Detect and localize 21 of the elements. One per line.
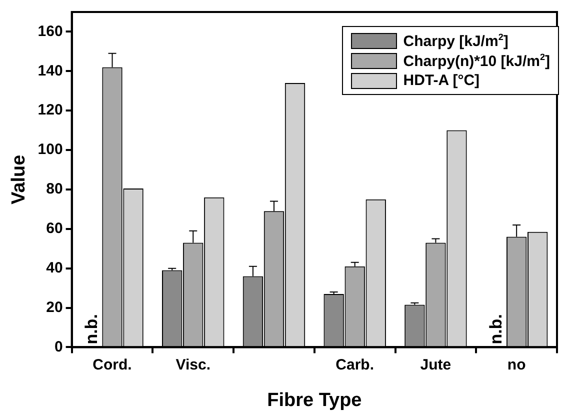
y-tick-label: 60 — [46, 220, 63, 238]
y-tick-label: 20 — [46, 298, 63, 316]
x-tick-label: Jute — [420, 356, 452, 374]
y-tick-label: 100 — [38, 141, 63, 158]
y-tick-label: 120 — [38, 102, 63, 119]
legend-label: Charpy(n)*10 [kJ/m$^{2}$] — [403, 52, 550, 70]
y-axis-title: Value — [8, 154, 30, 204]
x-tick-label: Visc. — [176, 356, 211, 374]
y-tick-label: 80 — [46, 180, 63, 198]
annotation: n.b. — [486, 314, 506, 344]
legend-label: Charpy [kJ/m$^{2}$] — [403, 32, 508, 50]
y-tick-label: 40 — [46, 259, 63, 276]
x-axis-title: Fibre Type — [267, 390, 362, 411]
annotation: n.b. — [82, 314, 102, 344]
y-tick-label: 140 — [38, 62, 63, 80]
x-tick-label: no — [507, 356, 526, 374]
x-tick-label: Carb. — [336, 356, 374, 374]
y-tick-label: 160 — [38, 22, 63, 40]
x-tick-label: Cord. — [92, 356, 132, 374]
legend-label: HDT-A [°C] — [403, 72, 480, 89]
y-tick-label: 0 — [54, 338, 63, 356]
